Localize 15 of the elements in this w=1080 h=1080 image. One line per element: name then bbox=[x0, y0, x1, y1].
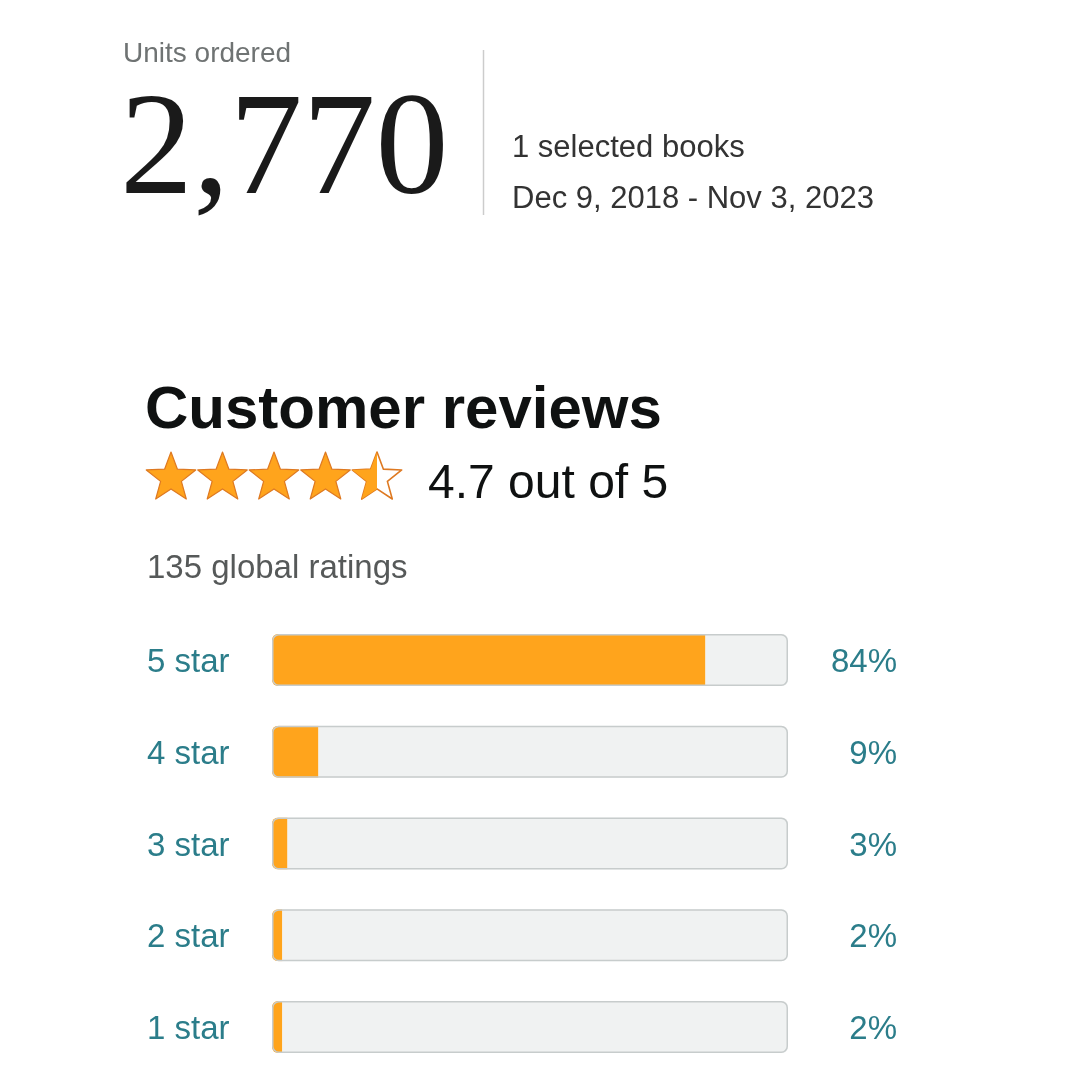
data-label: 2% bbox=[849, 1009, 897, 1046]
y-tick-label: 5 star bbox=[147, 642, 230, 679]
y-tick-label: 2 star bbox=[147, 917, 230, 955]
data-label: 84% bbox=[830, 642, 897, 679]
chart-title: Customer reviews bbox=[145, 374, 662, 441]
data-label: 2% bbox=[849, 917, 897, 955]
data-label: 3% bbox=[849, 825, 897, 863]
text: 1 selected books bbox=[512, 129, 745, 164]
chart-subtitle: 4.7 out of 5 bbox=[428, 455, 669, 508]
y-tick-label: 4 star bbox=[147, 733, 230, 771]
text: Dec 9, 2018 - Nov 3, 2023 bbox=[512, 180, 874, 215]
text: 135 global ratings bbox=[147, 548, 408, 585]
y-tick-label: 1 star bbox=[147, 1009, 230, 1046]
data-label: 9% bbox=[849, 733, 897, 771]
y-tick-label: 3 star bbox=[147, 825, 230, 863]
